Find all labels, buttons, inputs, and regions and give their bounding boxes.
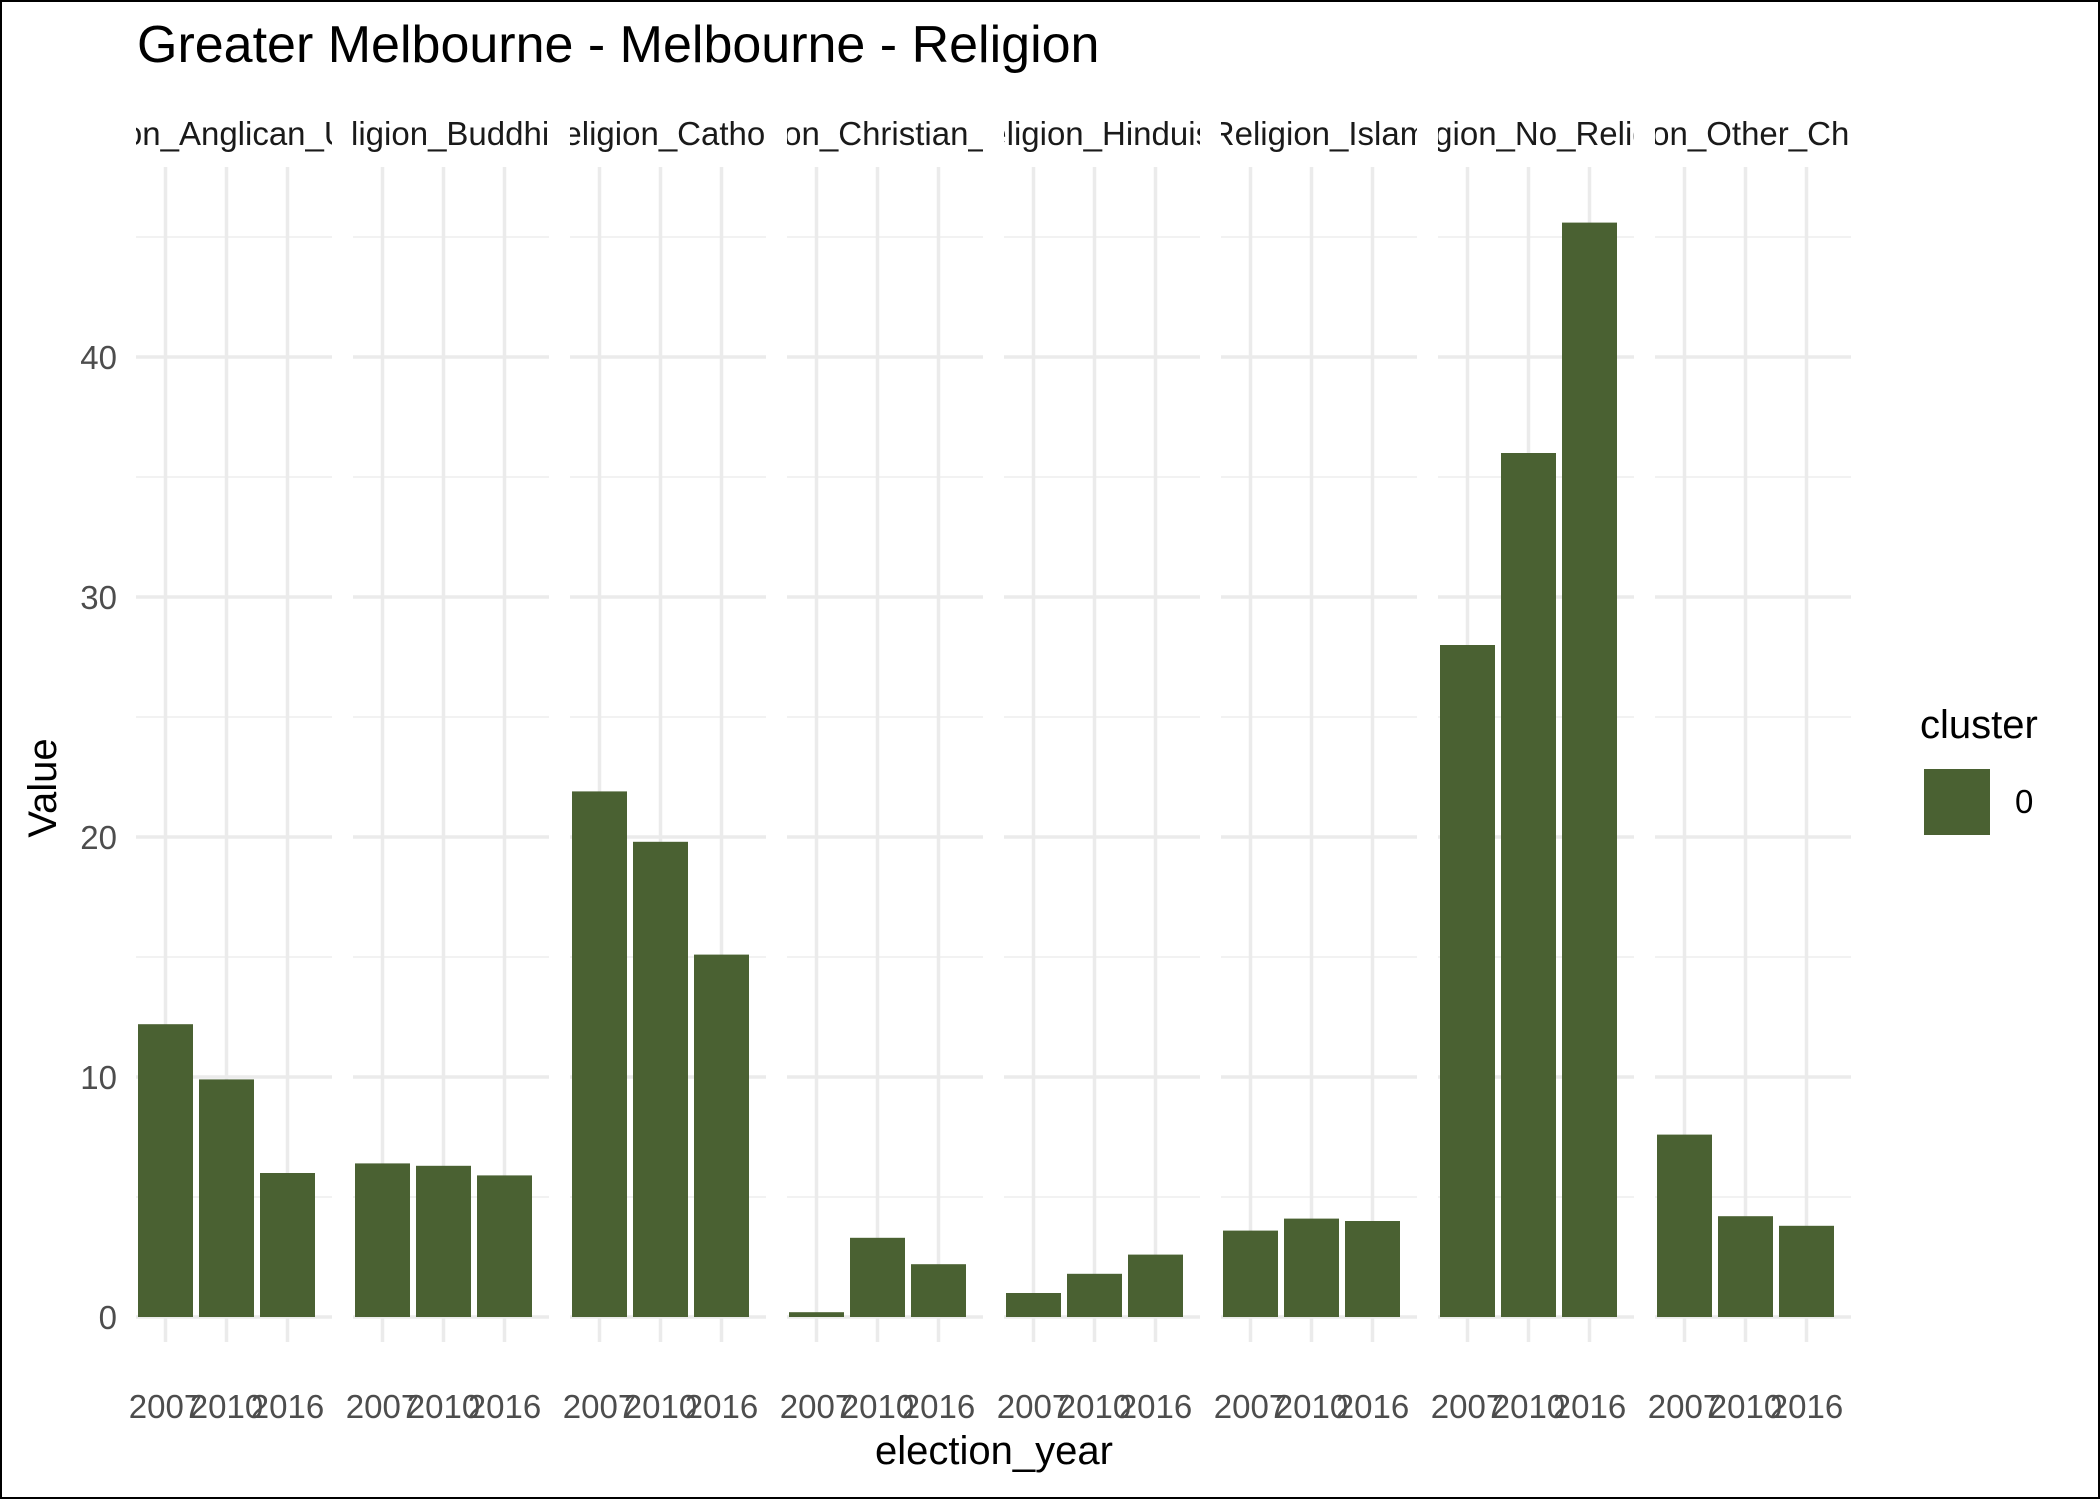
x-tick-label: 2016 [685, 1388, 758, 1425]
y-tick-label: 30 [80, 579, 117, 616]
bar [1067, 1273, 1122, 1317]
bar [1284, 1218, 1339, 1317]
bar [1128, 1254, 1183, 1317]
bar [1501, 453, 1556, 1317]
bar [789, 1312, 844, 1317]
bar [572, 791, 627, 1317]
x-tick-label: 2010 [1058, 1388, 1131, 1425]
bar [477, 1175, 532, 1317]
bar [199, 1079, 254, 1317]
x-tick-label: 2016 [251, 1388, 324, 1425]
facet-strip-label: Religion_Catholic [540, 115, 797, 152]
x-tick-label: 2010 [190, 1388, 263, 1425]
x-tick-label: 2016 [1336, 1388, 1409, 1425]
bar [1562, 222, 1617, 1318]
y-axis-ticks: 0 10 20 30 40 [80, 339, 117, 1336]
bar [355, 1163, 410, 1317]
bar [1779, 1225, 1834, 1317]
x-tick-label: 2010 [1275, 1388, 1348, 1425]
x-tick-label: 2007 [780, 1388, 853, 1425]
y-tick-label: 40 [80, 339, 117, 376]
bar [138, 1024, 193, 1317]
bar [1440, 645, 1495, 1317]
facet-strip-label: Religion_Islam [1211, 115, 1427, 152]
x-tick-label: 2010 [407, 1388, 480, 1425]
bar [260, 1173, 315, 1317]
y-tick-label: 20 [80, 819, 117, 856]
x-tick-label: 2007 [997, 1388, 1070, 1425]
x-tick-label: 2016 [1553, 1388, 1626, 1425]
bar [694, 954, 749, 1317]
y-tick-label: 10 [80, 1059, 117, 1096]
legend: cluster 0 [1920, 703, 2038, 835]
x-tick-label: 2007 [1431, 1388, 1504, 1425]
legend-title: cluster [1920, 703, 2038, 747]
x-tick-label: 2016 [1770, 1388, 1843, 1425]
facet-strip-label: Religion_Buddhism [309, 115, 593, 152]
facet-strip-label: Religion_No_Religion [1377, 115, 1694, 152]
x-tick-label: 2016 [902, 1388, 975, 1425]
bar [911, 1264, 966, 1317]
bar [1345, 1221, 1400, 1317]
facet-strips: Religion_Anglican_UnitingReligion_Buddhi… [41, 115, 1938, 152]
x-tick-label: 2007 [1648, 1388, 1721, 1425]
facet-strip-label: Religion_Hinduism [964, 115, 1239, 152]
bar [850, 1237, 905, 1317]
x-tick-label: 2016 [468, 1388, 541, 1425]
bar [1223, 1230, 1278, 1317]
bar [1657, 1134, 1712, 1317]
facet-strip-label: Religion_Christian_Other [701, 115, 1070, 152]
bar [416, 1165, 471, 1317]
x-tick-label: 2010 [1709, 1388, 1782, 1425]
x-tick-label: 2007 [1214, 1388, 1287, 1425]
x-tick-label: 2007 [129, 1388, 202, 1425]
bar [633, 841, 688, 1317]
y-tick-label: 0 [99, 1299, 117, 1336]
bars-layer [138, 222, 1834, 1318]
facet-strip-label: Religion_Other_Christian [1569, 115, 1938, 152]
x-tick-label: 2010 [841, 1388, 914, 1425]
facet-strip-label: Religion_Anglican_Uniting [41, 115, 426, 152]
bar [1718, 1216, 1773, 1317]
chart-title: Greater Melbourne - Melbourne - Religion [137, 16, 1099, 74]
x-tick-label: 2007 [563, 1388, 636, 1425]
x-tick-label: 2010 [1492, 1388, 1565, 1425]
bar [1006, 1293, 1061, 1317]
y-axis-title: Value [21, 738, 65, 837]
legend-key [1924, 769, 1990, 835]
x-axis-title: election_year [875, 1429, 1113, 1473]
x-tick-label: 2007 [346, 1388, 419, 1425]
x-tick-label: 2010 [624, 1388, 697, 1425]
x-tick-label: 2016 [1119, 1388, 1192, 1425]
legend-label: 0 [2015, 783, 2033, 820]
